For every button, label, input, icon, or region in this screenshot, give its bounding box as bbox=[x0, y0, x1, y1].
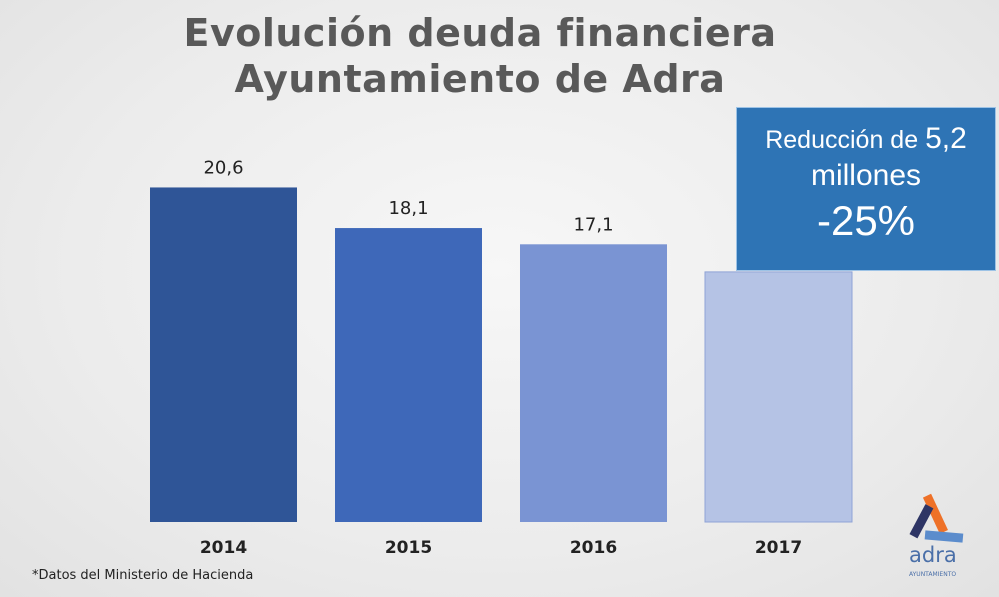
x-tick-label-2015: 2015 bbox=[385, 538, 432, 558]
bar-2016 bbox=[520, 244, 667, 522]
bar-2017 bbox=[704, 271, 853, 523]
adra-logo: adra AYUNTAMIENTO bbox=[909, 493, 964, 578]
title-line-2: Ayuntamiento de Adra bbox=[234, 57, 726, 101]
reduction-callout: Reducción de 5,2 millones -25% bbox=[736, 107, 996, 271]
bar-2015 bbox=[335, 228, 482, 522]
title-line-1: Evolución deuda financiera bbox=[183, 11, 777, 55]
data-label-2015: 18,1 bbox=[388, 198, 428, 219]
callout-prefix: Reducción de bbox=[765, 126, 919, 154]
logo-text: adra bbox=[909, 543, 957, 567]
footnote: *Datos del Ministerio de Hacienda bbox=[32, 568, 254, 583]
logo-subtext: AYUNTAMIENTO bbox=[909, 571, 956, 578]
data-label-2016: 17,1 bbox=[573, 214, 613, 235]
callout-unit: millones bbox=[810, 159, 922, 192]
callout-percent: -25% bbox=[816, 197, 916, 244]
x-tick-label-2016: 2016 bbox=[570, 538, 617, 558]
x-tick-label-2014: 2014 bbox=[200, 538, 247, 558]
callout-amount: 5,2 bbox=[925, 122, 967, 155]
logo-navy-stroke bbox=[909, 504, 934, 539]
data-label-2014: 20,6 bbox=[203, 157, 243, 178]
chart-title: Evolución deuda financiera Ayuntamiento … bbox=[0, 10, 960, 102]
x-tick-label-2017: 2017 bbox=[755, 538, 802, 558]
bar-2014 bbox=[150, 187, 297, 522]
logo-blue-stroke bbox=[924, 530, 964, 543]
logo-orange-stroke bbox=[922, 493, 948, 534]
